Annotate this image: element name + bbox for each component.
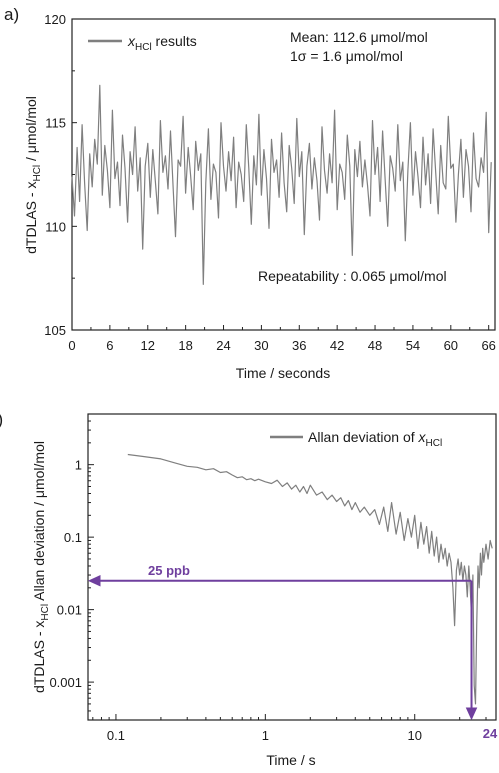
panel-b-series-line xyxy=(127,453,493,705)
panel-a-x-tick-label: 54 xyxy=(406,338,420,353)
panel-b-y-ticks: 0.001 0.01 0.1 1 xyxy=(49,413,94,721)
panel-b-legend-subscript: HCl xyxy=(426,438,443,449)
sigma-annotation: 1σ = 1.6 μmol/mol xyxy=(290,48,403,64)
panel-a-x-tick-label: 0 xyxy=(68,338,75,353)
panel-a-y-tick-label: 115 xyxy=(45,116,66,131)
panel-a-y-label-suffix: / μmol/mol xyxy=(23,96,39,165)
panel-b-y-tick-label: 1 xyxy=(75,458,82,473)
panel-a-y-tick-label: 120 xyxy=(44,12,66,27)
panel-a-x-tick-label: 66 xyxy=(481,338,495,353)
panel-b-x-tick-label: 1 xyxy=(262,728,269,743)
panel-a-legend-label: xHCl results xyxy=(127,33,197,53)
panel-a-y-label-subscript: HCl xyxy=(32,165,43,182)
repeatability-annotation: Repeatability : 0.065 μmol/mol xyxy=(258,268,447,284)
panel-b-y-tick-label: 0.001 xyxy=(49,675,82,690)
panel-b: b) 0.1 1 10 0.001 0.01 0.1 1 25 ppb 24 Allan … xyxy=(0,410,498,768)
panel-b-annotation-arrows xyxy=(87,575,478,721)
panel-b-x-ticks: 0.1 1 10 xyxy=(92,714,487,743)
panel-a-legend-symbol: x xyxy=(127,33,136,49)
panel-b-y-axis-label: dTDLAS - xHCl Allan deviation / μmol/mol xyxy=(31,441,51,693)
panel-a-x-tick-label: 36 xyxy=(292,338,306,353)
panel-a: a) 0 6 12 18 24 30 36 42 48 54 60 66 105 110 115 120 x… xyxy=(4,5,496,381)
panel-a-y-tick-label: 110 xyxy=(45,219,66,234)
panel-a-y-axis-label: dTDLAS - xHCl / μmol/mol xyxy=(23,96,43,254)
panel-a-y-ticks: 105 110 115 120 xyxy=(44,12,77,338)
panel-a-y-tick-label: 105 xyxy=(44,323,66,338)
panel-a-x-tick-label: 42 xyxy=(330,338,344,353)
panel-a-x-tick-label: 30 xyxy=(254,338,268,353)
panel-b-legend: Allan deviation of xHCl xyxy=(270,429,442,449)
mean-annotation: Mean: 112.6 μmol/mol xyxy=(290,29,428,45)
time-arrowhead xyxy=(465,707,478,721)
panel-b-legend-text: Allan deviation of xyxy=(308,429,419,445)
panel-a-y-label-prefix: dTDLAS - x xyxy=(23,182,39,254)
panel-b-x-axis-label: Time / s xyxy=(266,752,315,768)
panel-b-y-label-suffix: Allan deviation / μmol/mol xyxy=(31,441,47,604)
level-label-25ppb: 25 ppb xyxy=(148,563,190,578)
panel-b-legend-symbol: x xyxy=(418,429,427,445)
panel-a-x-tick-label: 12 xyxy=(141,338,155,353)
panel-a-x-tick-label: 24 xyxy=(216,338,230,353)
panel-a-x-tick-label: 6 xyxy=(106,338,113,353)
panel-a-label: a) xyxy=(4,5,19,24)
panel-b-y-label-subscript: HCl xyxy=(40,604,51,621)
panel-a-x-ticks: 0 6 12 18 24 30 36 42 48 54 60 66 xyxy=(68,325,496,353)
panel-a-series-line xyxy=(71,84,492,285)
panel-a-x-tick-label: 48 xyxy=(368,338,382,353)
panel-b-y-label-prefix: dTDLAS - x xyxy=(31,621,47,693)
time-label-24: 24 xyxy=(483,726,498,741)
panel-a-x-tick-label: 60 xyxy=(444,338,458,353)
panel-a-x-tick-label: 18 xyxy=(178,338,192,353)
panel-a-legend-text: results xyxy=(152,33,197,49)
panel-a-legend: xHCl results xyxy=(88,33,197,53)
panel-b-x-tick-label: 0.1 xyxy=(107,728,125,743)
panel-b-legend-label: Allan deviation of xHCl xyxy=(308,429,442,449)
panel-b-y-tick-label: 0.01 xyxy=(57,603,82,618)
panel-b-x-tick-label: 10 xyxy=(407,728,421,743)
panel-b-y-tick-label: 0.1 xyxy=(64,530,82,545)
level-arrowhead xyxy=(87,575,101,587)
panel-b-plot-frame xyxy=(87,413,497,721)
panel-a-x-axis-label: Time / seconds xyxy=(236,365,330,381)
panel-b-label: b) xyxy=(0,410,3,429)
panel-a-legend-subscript: HCl xyxy=(135,42,152,53)
